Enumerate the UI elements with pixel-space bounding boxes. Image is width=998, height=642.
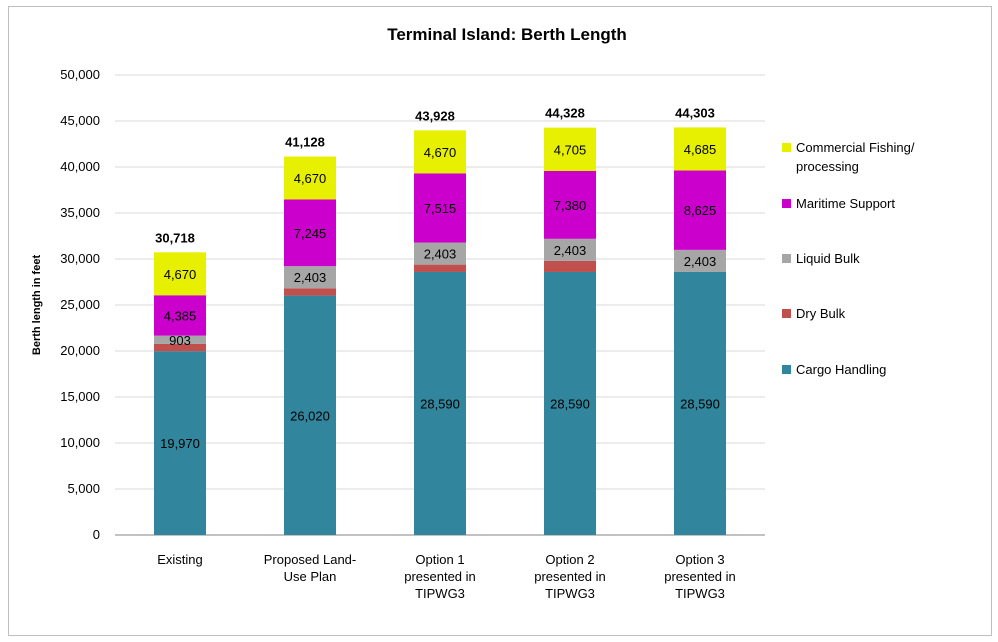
y-tick-label: 40,000	[60, 159, 100, 174]
x-tick-label: TIPWG3	[675, 586, 725, 601]
y-tick-label: 10,000	[60, 435, 100, 450]
chart-title: Terminal Island: Berth Length	[387, 25, 627, 44]
data-label: 7,245	[294, 226, 327, 241]
legend-label: Maritime Support	[796, 196, 895, 211]
x-tick-label: Option 1	[415, 552, 464, 567]
x-tick-label: presented in	[404, 569, 476, 584]
data-label: 28,590	[550, 396, 590, 411]
y-tick-label: 25,000	[60, 297, 100, 312]
legend-label: Commercial Fishing/	[796, 140, 915, 155]
data-label: 28,590	[420, 396, 460, 411]
data-label: 2,403	[554, 243, 587, 258]
legend-label: Liquid Bulk	[796, 251, 860, 266]
data-label: 4,670	[164, 267, 197, 282]
data-label: 7,380	[554, 198, 587, 213]
bar-segment	[544, 271, 596, 535]
y-tick-label: 30,000	[60, 251, 100, 266]
bar-segment	[414, 173, 466, 243]
bar-segment	[674, 127, 726, 171]
legend-label: Dry Bulk	[796, 306, 846, 321]
total-label: 43,928	[415, 108, 455, 123]
bar-segment	[674, 271, 726, 535]
y-axis-label: Berth length in feet	[31, 255, 43, 356]
x-tick-label: TIPWG3	[545, 586, 595, 601]
y-tick-label: 0	[93, 527, 100, 542]
legend-label: Cargo Handling	[796, 362, 886, 377]
data-label: 4,705	[554, 142, 587, 157]
total-label: 44,328	[545, 106, 585, 121]
data-label: 4,670	[424, 145, 457, 160]
x-tick-label: Option 2	[545, 552, 594, 567]
bar-segment	[544, 127, 596, 171]
data-label: 4,670	[294, 171, 327, 186]
legend-swatch	[782, 143, 791, 152]
legend-swatch	[782, 254, 791, 263]
data-label: 4,385	[164, 308, 197, 323]
bar-segment	[154, 252, 206, 296]
bar-segment	[284, 156, 336, 200]
y-tick-label: 35,000	[60, 205, 100, 220]
bar-segment	[284, 199, 336, 267]
data-label: 26,020	[290, 408, 330, 423]
bar-segment	[154, 335, 206, 344]
bar-segment	[414, 264, 466, 272]
bar-segment	[674, 170, 726, 250]
y-tick-label: 45,000	[60, 113, 100, 128]
bar-segment	[544, 170, 596, 239]
bar-segment	[414, 242, 466, 265]
x-axis-ticks: Existing Proposed Land- Use Plan Option 1 pr…	[157, 552, 736, 601]
legend-swatch	[782, 309, 791, 318]
bar-segment	[154, 295, 206, 336]
x-tick-label: Use Plan	[284, 569, 337, 584]
y-tick-label: 5,000	[67, 481, 100, 496]
y-tick-label: 15,000	[60, 389, 100, 404]
data-label: 903	[169, 333, 191, 348]
data-labels: 19,970 903 4,385 4,670 30,718 26,020 2,403 7,24…	[155, 105, 720, 451]
y-tick-label: 50,000	[60, 67, 100, 82]
bar-segment	[154, 351, 206, 535]
data-label: 4,685	[684, 142, 717, 157]
data-label: 2,403	[424, 247, 457, 262]
bar-segment	[154, 343, 206, 352]
x-tick-label: presented in	[664, 569, 736, 584]
legend-label: processing	[796, 159, 859, 174]
bar-segment	[284, 266, 336, 289]
total-label: 44,303	[675, 105, 715, 120]
total-label: 30,718	[155, 230, 195, 245]
data-label: 2,403	[684, 254, 717, 269]
legend-swatch	[782, 365, 791, 374]
x-tick-label: TIPWG3	[415, 586, 465, 601]
x-tick-label: Existing	[157, 552, 203, 567]
bar-segment	[674, 249, 726, 272]
total-label: 41,128	[285, 135, 325, 150]
data-label: 7,515	[424, 201, 457, 216]
data-label: 19,970	[160, 436, 200, 451]
x-tick-label: Option 3	[675, 552, 724, 567]
x-tick-label: Proposed Land-	[264, 552, 357, 567]
y-axis-ticks: 0 5,000 10,000 15,000 20,000 25,000 30,000 35,0…	[60, 67, 100, 542]
y-tick-label: 20,000	[60, 343, 100, 358]
bar-segment	[284, 288, 336, 296]
bar-segment	[284, 295, 336, 535]
legend: Commercial Fishing/processing Maritime Su…	[782, 140, 915, 377]
bars	[154, 127, 726, 535]
legend-swatch	[782, 199, 791, 208]
data-label: 8,625	[684, 203, 717, 218]
bar-segment	[544, 238, 596, 261]
bar-segment	[414, 130, 466, 174]
data-label: 2,403	[294, 270, 327, 285]
x-tick-label: presented in	[534, 569, 606, 584]
bar-segment	[544, 260, 596, 272]
bar-segment	[414, 271, 466, 535]
data-label: 28,590	[680, 396, 720, 411]
